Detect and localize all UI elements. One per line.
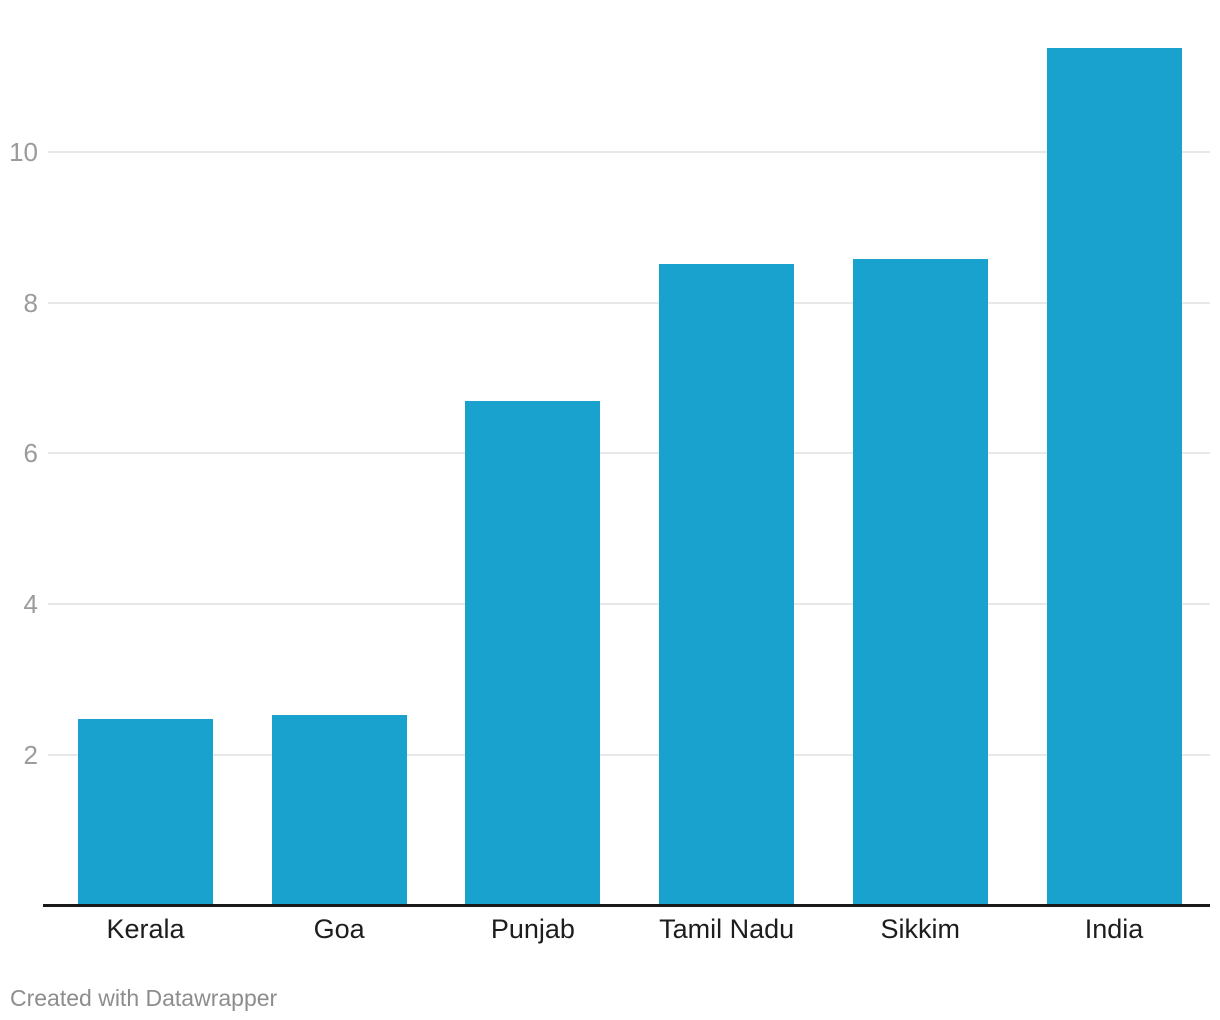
- x-axis-category-label: Tamil Nadu: [659, 914, 795, 944]
- x-axis-baseline: [43, 904, 1210, 907]
- datawrapper-credit-link[interactable]: Created with Datawrapper: [10, 985, 278, 1011]
- y-axis-tick-label: 4: [23, 589, 38, 620]
- gridline: [48, 151, 1210, 153]
- x-axis-category-label: Sikkim: [880, 914, 961, 944]
- gridline: [48, 301, 1210, 304]
- y-axis-tick-label: 10: [9, 137, 38, 167]
- bar-goa: [271, 714, 407, 906]
- x-axis-category-label: Punjab: [490, 914, 575, 944]
- y-axis-tick-label: 2: [23, 739, 38, 770]
- bar-punjab: [465, 400, 601, 906]
- bar-india: [1046, 48, 1182, 906]
- y-axis-tick-label: 6: [23, 438, 38, 469]
- bar-kerala: [78, 719, 213, 906]
- gridline: [48, 603, 1210, 606]
- x-axis-category-label: India: [1084, 914, 1144, 944]
- gridline: [48, 753, 1210, 756]
- bar-tamil-nadu: [659, 263, 795, 906]
- gridline: [48, 452, 1210, 455]
- x-axis-category-label: Goa: [313, 914, 365, 944]
- x-axis-category-label: Kerala: [106, 914, 185, 944]
- bar-sikkim: [852, 258, 988, 906]
- y-axis-tick-label: 8: [23, 287, 38, 318]
